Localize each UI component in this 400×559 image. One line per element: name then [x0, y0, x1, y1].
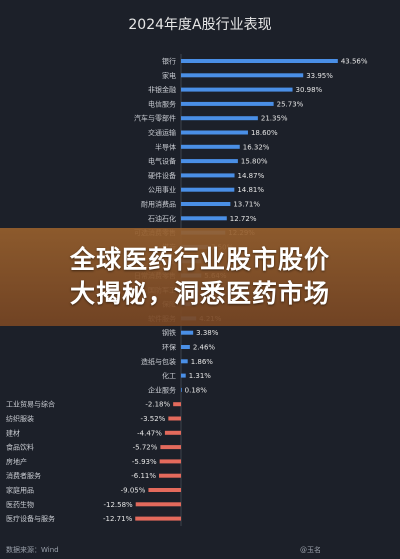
category-label: 纺织服装 — [6, 414, 34, 423]
value-label: 16.32% — [243, 143, 270, 151]
category-label: 房地产 — [6, 457, 27, 466]
category-label: 家庭用品 — [6, 486, 34, 495]
bar-8 — [181, 173, 235, 178]
category-label: 公用事业 — [148, 185, 176, 194]
value-label: 13.71% — [233, 201, 260, 209]
bar-1 — [181, 73, 304, 78]
category-label: 工业贸易与综合 — [6, 400, 55, 409]
bar-32 — [135, 516, 181, 521]
value-label: -3.52% — [141, 415, 166, 423]
category-label: 家电 — [162, 71, 176, 80]
bar-3 — [181, 101, 274, 106]
bar-23 — [181, 387, 182, 392]
category-label: 环保 — [162, 343, 176, 352]
value-label: -6.11% — [131, 472, 156, 480]
headline-line-2: 大揭秘，洞悉医药市场 — [69, 279, 330, 308]
category-label: 电信服务 — [148, 99, 176, 108]
bar-22 — [181, 373, 186, 378]
value-label: 15.80% — [241, 158, 268, 166]
category-label: 耐用消费品 — [141, 200, 176, 209]
value-label: -9.05% — [121, 487, 146, 495]
category-label: 食品饮料 — [6, 443, 34, 452]
value-label: -4.47% — [137, 429, 162, 437]
bar-10 — [181, 202, 231, 206]
chart-title: 2024年度A股行业表现 — [128, 17, 271, 33]
bar-5 — [181, 130, 248, 135]
value-label: 43.56% — [341, 58, 368, 66]
source-note: 数据来源：Wind — [6, 545, 59, 554]
bar-28 — [159, 459, 181, 464]
category-label: 建材 — [6, 428, 20, 437]
value-label: 1.86% — [191, 358, 214, 366]
category-label: 交通运输 — [148, 128, 176, 137]
value-label: -12.71% — [103, 515, 133, 523]
watermark: @玉名 — [300, 545, 321, 554]
category-label: 电气设备 — [148, 157, 176, 166]
value-label: 30.98% — [296, 86, 323, 94]
bar-31 — [135, 502, 181, 507]
bar-25 — [168, 416, 181, 421]
headline-line-1: 全球医药行业股市股价 — [69, 245, 330, 274]
value-label: 1.31% — [189, 372, 212, 380]
bar-11 — [181, 216, 227, 221]
category-label: 非银金融 — [148, 85, 176, 94]
category-label: 造纸与包装 — [141, 357, 176, 366]
value-label: -2.18% — [145, 401, 170, 409]
bar-24 — [173, 402, 181, 407]
value-label: -5.93% — [132, 458, 157, 466]
value-label: -12.58% — [103, 501, 133, 509]
value-label: 0.18% — [185, 386, 208, 394]
category-label: 化工 — [162, 371, 176, 380]
bar-20 — [181, 345, 190, 349]
value-label: 18.60% — [251, 129, 278, 137]
bar-0 — [181, 59, 338, 63]
category-label: 硬件设备 — [148, 171, 176, 180]
value-label: 2.46% — [193, 344, 216, 352]
value-label: -5.72% — [133, 444, 158, 452]
category-label: 医疗设备与服务 — [6, 514, 55, 523]
category-label: 石油石化 — [148, 214, 176, 223]
bar-7 — [181, 159, 238, 164]
bar-27 — [160, 445, 181, 450]
value-label: 12.72% — [230, 215, 257, 223]
value-label: 14.81% — [237, 186, 264, 194]
category-label: 银行 — [162, 57, 176, 66]
category-label: 钢铁 — [162, 328, 176, 337]
value-label: 33.95% — [306, 72, 333, 80]
bar-2 — [181, 87, 293, 92]
headline-banner: 全球医药行业股市股价 大揭秘，洞悉医药市场 — [0, 228, 400, 326]
bar-6 — [181, 144, 240, 149]
value-label: 25.73% — [277, 100, 304, 108]
bar-4 — [181, 116, 258, 121]
bar-19 — [181, 330, 194, 335]
value-label: 14.87% — [238, 172, 265, 180]
category-label: 企业服务 — [148, 385, 176, 394]
bar-9 — [181, 187, 235, 192]
category-label: 消费者服务 — [6, 471, 41, 480]
category-label: 汽车与零部件 — [134, 114, 176, 123]
category-label: 医药生物 — [6, 500, 34, 509]
value-label: 21.35% — [261, 115, 288, 123]
bar-26 — [164, 430, 181, 435]
bar-29 — [159, 473, 181, 478]
bar-21 — [181, 359, 188, 364]
value-label: 3.38% — [196, 329, 219, 337]
category-label: 半导体 — [155, 142, 176, 151]
bar-30 — [148, 488, 181, 492]
